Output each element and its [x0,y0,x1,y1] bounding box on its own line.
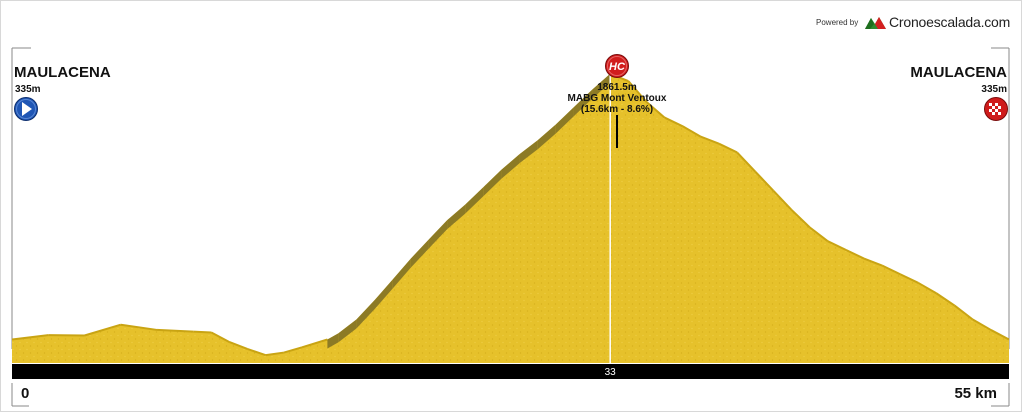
axis-end-label: 55 km [954,385,997,402]
axis-start-label: 0 [21,385,29,402]
start-place-name: MAULACENA [14,64,111,81]
hc-category-icon: HC [606,55,629,78]
brand[interactable]: Cronoescalada.com [887,14,1010,30]
terrain-texture [12,74,1009,363]
powered-by-text: Powered by [816,18,858,27]
summit-altitude: 1861.5m [537,82,697,93]
summit-climb-stats: (15.6km - 8.6%) [537,104,697,115]
distance-marker-label: 33 [605,367,617,378]
hc-badge-label: HC [609,61,626,73]
cronoescalada-logo-icon [865,17,886,29]
start-altitude: 335m [15,84,41,95]
finish-place-name: MAULACENA [910,64,1007,81]
brand-name[interactable]: Cronoescalada.com [889,14,1010,30]
finish-altitude: 335m [981,84,1007,95]
ridge-segment [193,332,211,333]
summit-climb-name: MABG Mont Ventoux [537,93,697,104]
start-play-icon [15,98,38,121]
finish-flag-icon [985,98,1008,121]
distance-bar [12,364,1009,379]
